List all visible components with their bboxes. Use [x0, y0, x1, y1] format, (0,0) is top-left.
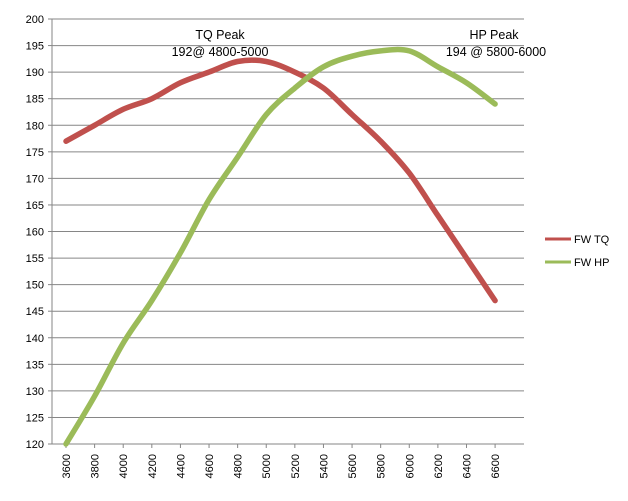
gridlines [52, 18, 524, 445]
x-tick-label: 4000 [118, 454, 130, 478]
x-tick-label: 5200 [290, 454, 302, 478]
x-tick-label: 5400 [318, 454, 330, 478]
y-tick-label: 165 [26, 200, 44, 212]
y-tick-label: 150 [26, 280, 44, 292]
annotation-hp-peak-line2: 194 @ 5800-6000 [446, 45, 546, 59]
y-tick-label: 155 [26, 253, 44, 265]
y-tick-label: 130 [26, 386, 44, 398]
axes [48, 18, 524, 448]
legend-item-fw-hp: FW HP [545, 257, 609, 269]
x-tick-label: 4200 [147, 454, 159, 478]
y-tick-label: 190 [26, 67, 44, 79]
legend-label-fw-hp: FW HP [574, 257, 609, 269]
x-tick-label: 5000 [261, 454, 273, 478]
y-tick-label: 125 [26, 412, 44, 424]
x-tick-label: 5600 [347, 454, 359, 478]
y-tick-label: 195 [26, 41, 44, 53]
x-tick-label: 6000 [404, 454, 416, 478]
y-tick-label: 200 [26, 14, 44, 26]
annotation-hp-peak: HP Peak 194 @ 5800-6000 [446, 28, 546, 59]
x-tick-label: 4400 [175, 454, 187, 478]
y-tick-label: 140 [26, 333, 44, 345]
y-tick-label: 185 [26, 94, 44, 106]
x-tick-label: 6600 [490, 454, 502, 478]
series-line-fw-hp [63, 46, 498, 447]
x-tick-label: 3800 [90, 454, 102, 478]
legend-item-fw-tq: FW TQ [545, 234, 610, 246]
x-tick-label: 4600 [204, 454, 216, 478]
x-tick-label: 6400 [461, 454, 473, 478]
x-axis-tick-labels: 3600 3800 4000 4200 4400 4600 4800 5000 5200 5400… [61, 454, 502, 478]
y-tick-label: 145 [26, 306, 44, 318]
x-tick-label: 4800 [233, 454, 245, 478]
y-tick-label: 175 [26, 147, 44, 159]
y-tick-label: 170 [26, 173, 44, 185]
y-tick-label: 160 [26, 227, 44, 239]
annotation-hp-peak-line1: HP Peak [469, 28, 519, 42]
y-tick-label: 120 [26, 439, 44, 451]
x-tick-label: 6200 [433, 454, 445, 478]
annotation-tq-peak-line1: TQ Peak [195, 28, 245, 42]
series-line-fw-tq [63, 57, 498, 304]
y-axis-tick-labels: 120 125 130 135 140 145 150 155 160 165 170 175 180 1… [26, 14, 44, 451]
y-tick-label: 180 [26, 120, 44, 132]
annotation-tq-peak: TQ Peak 192@ 4800-5000 [172, 28, 269, 59]
legend-label-fw-tq: FW TQ [574, 234, 610, 246]
y-tick-label: 135 [26, 359, 44, 371]
legend: FW TQ FW HP [545, 234, 610, 269]
x-tick-label: 3600 [61, 454, 73, 478]
x-tick-label: 5800 [376, 454, 388, 478]
series-lines [63, 46, 498, 447]
annotation-tq-peak-line2: 192@ 4800-5000 [172, 45, 269, 59]
